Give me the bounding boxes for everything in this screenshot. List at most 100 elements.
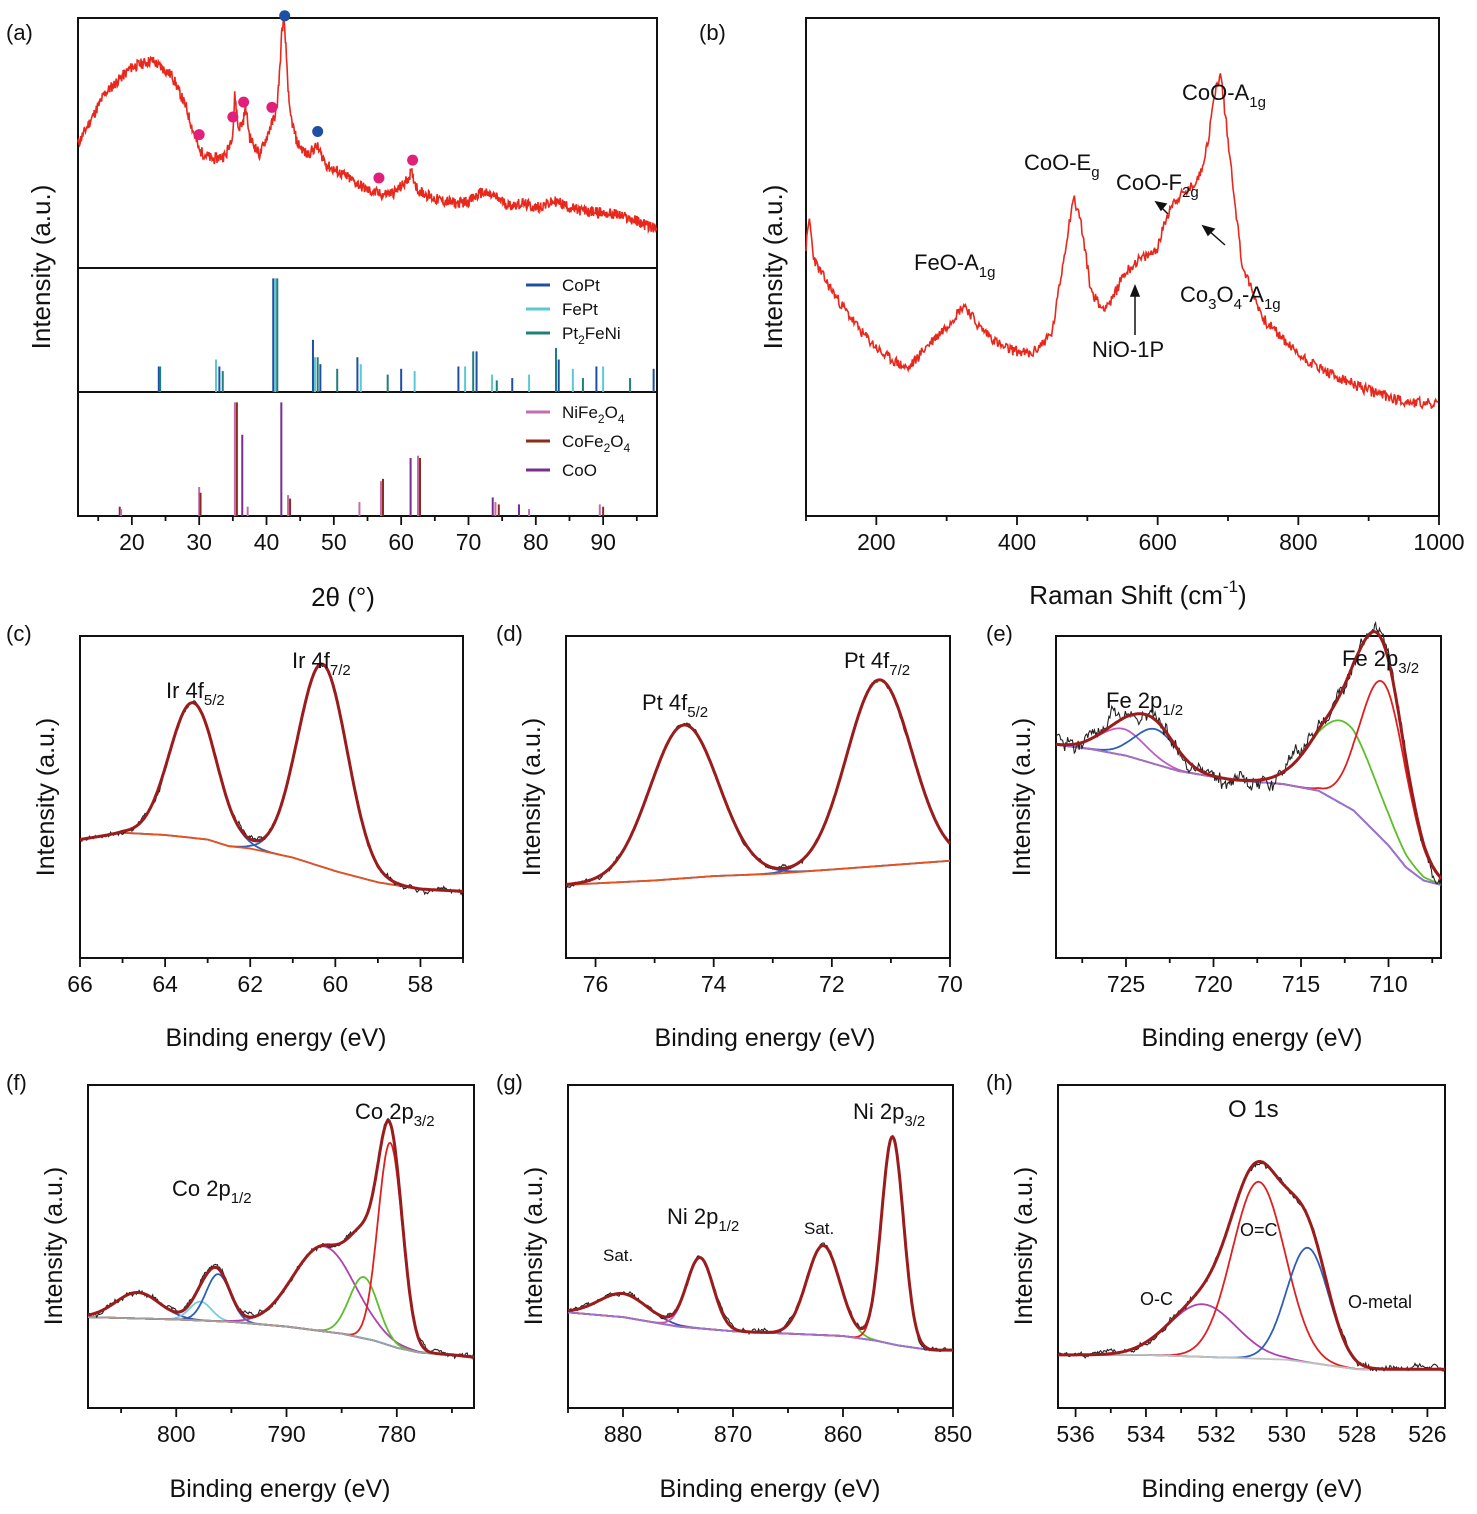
- panel-d-plot: [565, 678, 952, 889]
- background-line: [1055, 743, 1442, 886]
- x-tick-label: 534: [1127, 1421, 1166, 1447]
- xrd-phase-marker: [266, 101, 278, 113]
- x-tick-label: 800: [1279, 529, 1317, 555]
- panel-d-xlabel: Binding energy (eV): [655, 1024, 876, 1052]
- panel-f-label: (f): [6, 1070, 27, 1095]
- component-ir-4f7-2-component: [79, 663, 463, 893]
- panel-f-xlabel: Binding energy (eV): [170, 1475, 391, 1503]
- panel-g: (g) 880 870 860 850 Intensity (a.u.) Bindin…: [496, 1070, 972, 1503]
- x-tick-label: 860: [824, 1421, 862, 1447]
- component-o-c: [1058, 1303, 1445, 1371]
- raw-data-line: [87, 1117, 475, 1360]
- panel-g-plot: [567, 1134, 954, 1352]
- panel-d: (d) 76 74 72 70 Intensity (a.u.) Binding en…: [496, 621, 963, 1052]
- raw-data-line: [1055, 621, 1442, 885]
- annot-co-2p32: Co 2p3/2: [355, 1099, 435, 1130]
- panel-e-ticks: 725 720 715 710: [1081, 958, 1434, 997]
- annot-o-metal: O-metal: [1348, 1292, 1412, 1312]
- x-tick-label: 532: [1197, 1421, 1235, 1447]
- envelope-line: [1058, 1160, 1445, 1371]
- x-tick-label: 70: [456, 529, 482, 555]
- panel-d-label: (d): [496, 621, 523, 646]
- x-tick-label: 70: [937, 971, 963, 997]
- x-tick-label: 850: [934, 1421, 972, 1447]
- component-ni-2p1-2: [567, 1256, 953, 1351]
- panel-a-label: (a): [6, 20, 33, 45]
- x-tick-label: 1000: [1413, 529, 1464, 555]
- x-tick-label: 66: [67, 971, 93, 997]
- panel-a-plot: [77, 10, 658, 516]
- panel-c-frame: [79, 635, 464, 959]
- x-tick-label: 530: [1267, 1421, 1305, 1447]
- panel-b-plot: [805, 73, 1439, 410]
- xrd-phase-marker: [238, 96, 250, 108]
- panel-h-plot: [1057, 1160, 1446, 1372]
- component-fe-2p3-2-satellite: [1055, 719, 1442, 885]
- panel-f-plot: [87, 1117, 475, 1360]
- x-tick-label: 780: [378, 1421, 416, 1447]
- x-tick-label: 30: [186, 529, 212, 555]
- envelope-line: [79, 662, 463, 893]
- panel-g-ylabel: Intensity (a.u.): [520, 1167, 548, 1325]
- component-co-2p3-2-component: [88, 1275, 475, 1359]
- panel-d-frame: [565, 635, 951, 959]
- annot-ni-2p32: Ni 2p3/2: [853, 1099, 925, 1130]
- raman-series-line: [805, 73, 1439, 410]
- panel-a-xlabel: 2θ (°): [311, 582, 375, 612]
- panel-b-xlabel: Raman Shift (cm-1): [1029, 577, 1246, 610]
- panel-g-label: (g): [496, 1070, 523, 1095]
- panel-h-xlabel: Binding energy (eV): [1142, 1475, 1363, 1503]
- legend-label-nife2o4: NiFe2O4: [562, 403, 625, 426]
- legend-label-fept: FePt: [562, 300, 598, 319]
- background-line: [79, 831, 463, 893]
- x-tick-label: 720: [1194, 971, 1232, 997]
- envelope-line: [567, 1134, 953, 1352]
- panel-g-ticks: 880 870 860 850: [567, 1408, 972, 1447]
- envelope-line: [566, 678, 952, 886]
- x-tick-label: 800: [157, 1421, 195, 1447]
- panel-b-ticks: 200 400 600 800 1000: [805, 516, 1465, 555]
- x-tick-label: 62: [237, 971, 263, 997]
- annot-fe-2p32: Fe 2p3/2: [1342, 646, 1419, 677]
- x-tick-label: 600: [1138, 529, 1176, 555]
- panel-h-label: (h): [986, 1070, 1013, 1095]
- component-co-2p1-2-component-b: [88, 1273, 475, 1359]
- annot-coo-eg: CoO-Eg: [1024, 150, 1100, 181]
- panel-f-ylabel: Intensity (a.u.): [40, 1167, 68, 1325]
- x-tick-label: 528: [1338, 1421, 1376, 1447]
- background-line: [88, 1316, 475, 1359]
- panel-e-plot: [1055, 621, 1443, 886]
- x-tick-label: 725: [1107, 971, 1145, 997]
- panel-c-plot: [79, 662, 464, 896]
- panel-c-label: (c): [6, 621, 32, 646]
- panel-c-xlabel: Binding energy (eV): [166, 1024, 387, 1052]
- xrd-phase-marker: [193, 129, 205, 141]
- panel-d-ticks: 76 74 72 70: [583, 958, 963, 997]
- x-tick-label: 60: [323, 971, 349, 997]
- panel-e-ylabel: Intensity (a.u.): [1008, 718, 1036, 876]
- annot-co3o4-a1g: Co3O4-A1g: [1180, 282, 1281, 313]
- panel-b-ylabel: Intensity (a.u.): [758, 185, 788, 350]
- x-tick-label: 64: [152, 971, 178, 997]
- panel-a: (a) 20 30 40 50 60 70 80 90 Intensity (a.u.) 2θ…: [6, 10, 658, 612]
- x-tick-label: 790: [267, 1421, 305, 1447]
- legend-label-cofe2o4: CoFe2O4: [562, 432, 631, 455]
- x-tick-label: 715: [1282, 971, 1320, 997]
- x-tick-label: 526: [1408, 1421, 1446, 1447]
- x-tick-label: 200: [857, 529, 895, 555]
- annot-sat-1: Sat.: [603, 1246, 633, 1265]
- x-tick-label: 880: [604, 1421, 642, 1447]
- annot-ni-2p12: Ni 2p1/2: [667, 1204, 739, 1235]
- annot-coo-f2g: CoO-F2g: [1116, 170, 1199, 201]
- component-co-2p3-2-satellite: [88, 1245, 475, 1359]
- panel-h-frame: [1057, 1084, 1446, 1409]
- panel-a-ylabel: Intensity (a.u.): [26, 185, 56, 350]
- x-tick-label: 72: [819, 971, 845, 997]
- x-tick-label: 400: [998, 529, 1036, 555]
- panel-b-annotations: CoO-A1g CoO-Eg CoO-F2g FeO-A1g NiO-1P Co…: [914, 80, 1281, 362]
- annot-pt-4f52: Pt 4f5/2: [642, 690, 708, 721]
- arrowhead-coo-f2g: [1154, 200, 1168, 212]
- x-tick-label: 90: [590, 529, 616, 555]
- xrd-phase-marker: [312, 126, 324, 138]
